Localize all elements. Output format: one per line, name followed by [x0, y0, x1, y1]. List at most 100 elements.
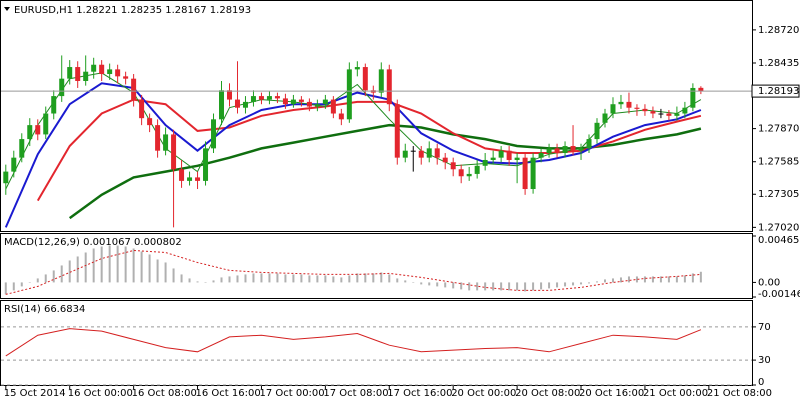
macd-bar	[196, 281, 199, 283]
macd-bar	[524, 282, 527, 292]
macd-bar	[276, 273, 279, 283]
macd-bar	[164, 262, 167, 283]
candle-body	[362, 67, 368, 91]
candle-body	[203, 148, 209, 181]
macd-bar	[596, 281, 599, 283]
y-tick-label: 0.00	[758, 277, 780, 288]
macd-bar	[691, 273, 694, 283]
macd-bar	[356, 273, 359, 283]
candle-body	[155, 125, 161, 151]
macd-bar	[603, 279, 606, 283]
candle-body	[594, 122, 600, 140]
candle-body	[378, 69, 384, 93]
candle-body	[578, 148, 584, 151]
candle-body	[466, 173, 472, 177]
macd-bar	[140, 251, 143, 283]
macd-bar	[236, 275, 239, 283]
macd-bar	[124, 246, 127, 283]
candle-body	[530, 157, 536, 190]
candle-body	[626, 101, 632, 108]
macd-bar	[564, 282, 567, 287]
line	[5, 72, 702, 190]
x-tick-label: 20 Oct 16:00	[579, 388, 644, 399]
macd-bar	[308, 275, 311, 283]
macd-bar	[84, 252, 87, 283]
candle-body	[11, 157, 17, 172]
marks: 1.28720 1.28435 1.27870 1.27585 1.27305 1.270…	[1, 25, 800, 399]
x-tick-label: 17 Oct 08:00	[323, 388, 388, 399]
candle-body	[690, 87, 696, 108]
line	[68, 123, 702, 220]
macd-bar	[588, 282, 591, 284]
macd-bar	[508, 282, 511, 291]
candle-body	[618, 101, 624, 105]
candle-body	[83, 71, 89, 81]
macd-bar	[683, 275, 686, 283]
macd-bar	[364, 273, 367, 283]
macd-bar	[28, 282, 31, 283]
macd-bar	[404, 280, 407, 283]
candle-body	[179, 169, 185, 181]
candle-body	[698, 87, 704, 92]
macd-bar	[412, 282, 415, 283]
candle-body	[27, 125, 33, 140]
macd-bar	[556, 282, 559, 288]
candle-body	[474, 165, 480, 174]
macd-bar	[484, 282, 487, 291]
macd-bar	[212, 280, 215, 283]
macd-bar	[92, 248, 95, 283]
macd-bar	[611, 278, 614, 283]
candle-body	[602, 113, 608, 123]
candle-body	[634, 107, 640, 109]
macd-panel	[0, 233, 753, 299]
macd-bar	[260, 273, 263, 283]
candle-body	[266, 96, 272, 100]
macd-bar	[548, 282, 551, 289]
candle-body	[258, 96, 264, 100]
candle-body	[35, 125, 41, 135]
candle-body	[402, 150, 408, 158]
candle-body	[306, 101, 312, 107]
candle-body	[250, 96, 256, 102]
macd-bar	[244, 274, 247, 283]
macd-bar	[420, 282, 423, 285]
candle-body	[682, 107, 688, 114]
x-tick-label: 17 Oct 16:00	[387, 388, 452, 399]
candle-body	[674, 113, 680, 116]
macd-bar	[228, 276, 231, 283]
candle-body	[234, 99, 240, 108]
candle-body	[147, 118, 153, 126]
candle-body	[298, 99, 304, 102]
macd-bar	[36, 278, 39, 283]
macd-bar	[468, 282, 471, 291]
macd-bar	[659, 276, 662, 283]
candle-body	[498, 150, 504, 158]
candle-body	[274, 96, 280, 99]
x-tick-label: 16 Oct 08:00	[132, 388, 197, 399]
macd-bar	[284, 274, 287, 283]
x-tick-label: 16 Oct 16:00	[196, 388, 261, 399]
candle-body	[522, 157, 528, 190]
y-tick-label: 1.27870	[758, 124, 799, 135]
x-tick-label: 17 Oct 00:00	[259, 388, 324, 399]
candle-body	[290, 99, 296, 105]
macd-bar	[188, 278, 191, 283]
candle-body	[434, 148, 440, 158]
candle-body	[538, 153, 544, 158]
macd-bar	[324, 275, 327, 283]
y-tick-label: 0.004653	[758, 235, 800, 246]
macd-bar	[452, 282, 455, 289]
macd-bar	[52, 270, 55, 283]
candle-body	[171, 134, 177, 170]
x-tick-label: 21 Oct 08:00	[707, 388, 772, 399]
candle-body	[586, 139, 592, 149]
candle-body	[410, 150, 416, 152]
candle-body	[75, 67, 81, 81]
rsi-panel	[0, 300, 753, 386]
candle-body	[346, 69, 352, 120]
candle-body	[658, 113, 664, 115]
macd-bar	[116, 245, 119, 283]
macd-bar	[316, 275, 319, 283]
